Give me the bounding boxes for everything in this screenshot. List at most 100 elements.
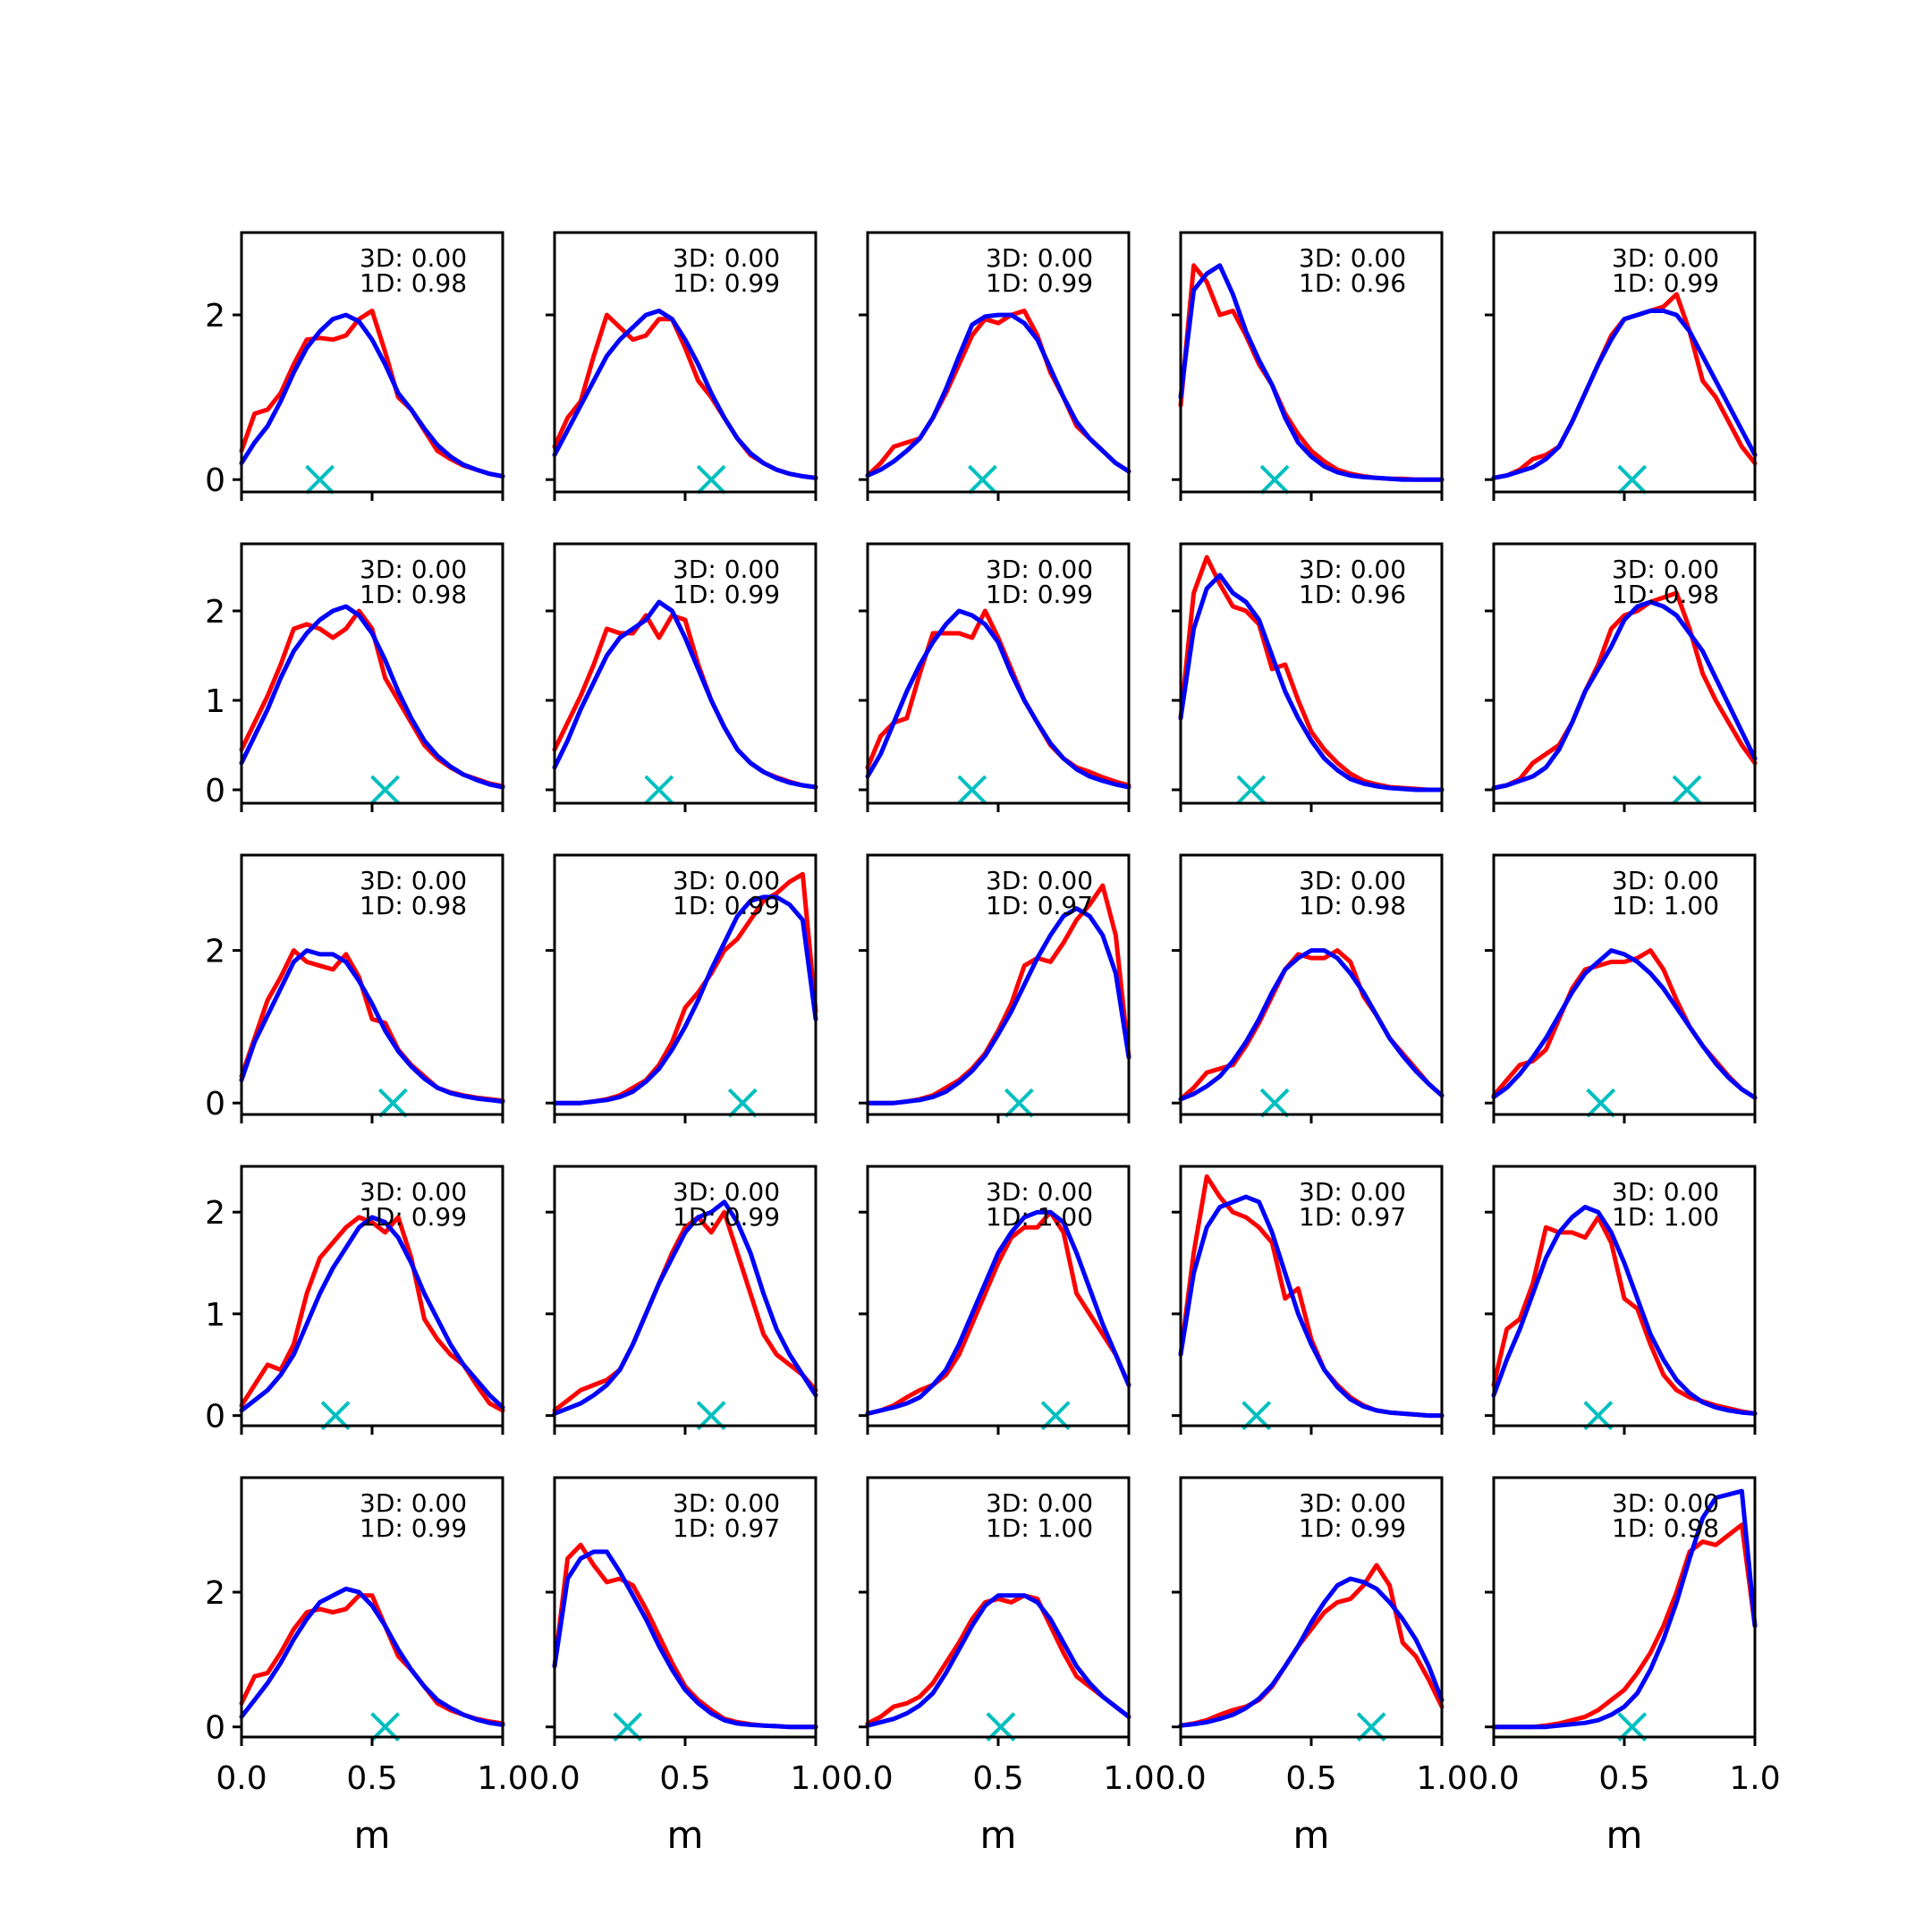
y-tick-label: 2 [205, 1195, 225, 1232]
blue-series-line [1178, 1576, 1445, 1728]
metric-annotation: 3D: 0.00 [1299, 243, 1406, 273]
y-tick-label: 0 [205, 1399, 225, 1436]
red-series-line [865, 1593, 1131, 1726]
y-tick-label: 2 [205, 594, 225, 631]
blue-series-line [239, 604, 505, 790]
red-series-line [1491, 948, 1758, 1100]
y-tick-label: 2 [205, 298, 225, 335]
x-tick-label: 0.5 [1598, 1760, 1649, 1797]
metric-annotation: 3D: 0.00 [360, 1488, 467, 1518]
metric-annotation: 1D: 0.99 [360, 1202, 467, 1232]
blue-series-line [1178, 572, 1445, 792]
metric-annotation: 3D: 0.00 [1612, 866, 1719, 895]
blue-series-line [1491, 1205, 1758, 1416]
metric-annotation: 1D: 0.99 [360, 1513, 467, 1543]
x-tick-label: 0.0 [842, 1760, 893, 1797]
metric-annotation: 3D: 0.00 [673, 243, 780, 273]
x-tick-label: 0.0 [529, 1760, 580, 1797]
metric-annotation: 1D: 0.99 [986, 580, 1093, 609]
y-tick-label: 0 [205, 773, 225, 809]
blue-series-line [865, 1593, 1131, 1728]
metric-annotation: 3D: 0.00 [673, 1488, 780, 1518]
y-tick-label: 2 [205, 934, 225, 970]
metric-annotation: 3D: 0.00 [673, 1177, 780, 1207]
metric-annotation: 1D: 1.00 [1612, 891, 1719, 920]
metric-annotation: 1D: 0.99 [986, 268, 1093, 298]
marker-x [1672, 775, 1702, 805]
red-series-line [239, 948, 505, 1104]
metric-annotation: 1D: 1.00 [1612, 1202, 1719, 1232]
x-tick-label: 1.0 [1729, 1760, 1780, 1797]
blue-series-line [865, 906, 1131, 1106]
metric-annotation: 1D: 0.98 [1612, 1513, 1719, 1543]
metric-annotation: 3D: 0.00 [986, 243, 1093, 273]
marker-x [1259, 1088, 1290, 1118]
metric-annotation: 3D: 0.00 [1299, 1488, 1406, 1518]
red-series-line [239, 309, 505, 479]
y-tick-label: 0 [205, 1710, 225, 1747]
marker-x [1617, 464, 1648, 495]
blue-series-line [1491, 948, 1758, 1100]
metric-annotation: 1D: 0.99 [1299, 1513, 1406, 1543]
metric-annotation: 3D: 0.00 [360, 555, 467, 584]
marker-x [957, 775, 987, 805]
y-tick-label: 0 [205, 1086, 225, 1123]
blue-series-line [1178, 263, 1445, 482]
marker-x [1259, 464, 1290, 495]
metric-annotation: 1D: 0.96 [1299, 580, 1406, 609]
metric-annotation: 3D: 0.00 [673, 866, 780, 895]
metric-annotation: 1D: 0.99 [673, 1202, 780, 1232]
blue-series-line [1178, 1194, 1445, 1419]
marker-x [370, 775, 401, 805]
red-series-line [865, 1209, 1131, 1416]
marker-x [968, 464, 997, 495]
x-axis-label: m [1606, 1813, 1643, 1857]
blue-series-line [1491, 1488, 1758, 1730]
x-axis-label: m [980, 1813, 1017, 1857]
metric-annotation: 1D: 0.98 [1612, 580, 1719, 609]
blue-series-line [552, 1199, 818, 1416]
marker-x [1004, 1088, 1034, 1118]
metric-annotation: 1D: 0.98 [1299, 891, 1406, 920]
y-tick-label: 1 [205, 683, 225, 720]
metric-annotation: 3D: 0.00 [360, 866, 467, 895]
metric-annotation: 1D: 0.98 [360, 891, 467, 920]
y-tick-label: 0 [205, 462, 225, 499]
blue-series-line [239, 948, 505, 1104]
metric-annotation: 1D: 0.99 [1612, 268, 1719, 298]
blue-series-line [865, 608, 1131, 790]
blue-series-line [1491, 599, 1758, 791]
marker-x [727, 1088, 758, 1118]
blue-series-line [239, 312, 505, 479]
blue-series-line [239, 1215, 505, 1413]
y-tick-label: 1 [205, 1297, 225, 1334]
metric-annotation: 3D: 0.00 [1299, 866, 1406, 895]
marker-x [377, 1088, 408, 1118]
marker-x [1236, 775, 1267, 805]
metric-annotation: 1D: 1.00 [986, 1513, 1093, 1543]
metric-annotation: 1D: 0.99 [673, 268, 780, 298]
metric-annotation: 3D: 0.00 [673, 555, 780, 584]
marker-x [696, 464, 726, 495]
x-tick-label: 0.0 [216, 1760, 267, 1797]
metric-annotation: 1D: 0.97 [673, 1513, 780, 1543]
x-axis-label: m [1293, 1813, 1330, 1857]
red-series-line [552, 1209, 818, 1413]
metric-annotation: 3D: 0.00 [360, 1177, 467, 1207]
